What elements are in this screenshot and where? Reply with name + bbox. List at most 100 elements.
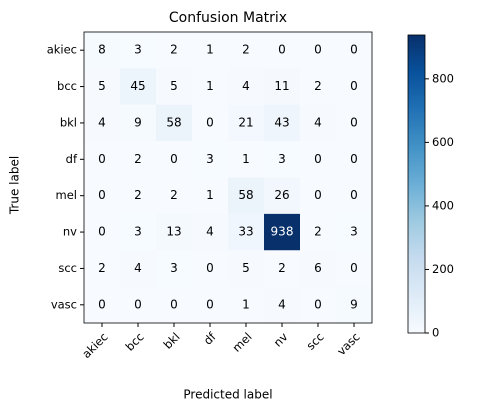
plot-frame bbox=[83, 31, 373, 324]
cell bbox=[192, 177, 229, 215]
cell-label: 2 bbox=[314, 79, 322, 93]
cell-label: 58 bbox=[238, 188, 253, 202]
cell bbox=[264, 141, 301, 178]
cell-label: 3 bbox=[134, 225, 142, 239]
cell-label: 1 bbox=[206, 43, 214, 57]
cell-label: 8 bbox=[98, 43, 106, 57]
cell-label: 33 bbox=[238, 225, 253, 239]
y-axis-label: True label bbox=[8, 156, 22, 215]
cell bbox=[300, 213, 337, 251]
cell-label: 3 bbox=[278, 152, 286, 166]
y-tick-label: df bbox=[66, 152, 78, 166]
colorbar-tick-label: 800 bbox=[432, 71, 454, 85]
cell-label: 4 bbox=[314, 115, 322, 129]
cell-label: 45 bbox=[130, 79, 145, 93]
cell bbox=[120, 32, 157, 69]
cell-label: 2 bbox=[242, 43, 250, 57]
cell bbox=[84, 213, 121, 251]
cell bbox=[228, 68, 265, 106]
cell bbox=[228, 213, 265, 251]
cell bbox=[228, 32, 265, 69]
y-tick-label: bkl bbox=[60, 115, 77, 129]
cell-label: 0 bbox=[350, 188, 358, 202]
cell bbox=[156, 250, 193, 287]
cell-label: 5 bbox=[242, 261, 250, 275]
cell-label: 0 bbox=[98, 225, 106, 239]
cell bbox=[264, 32, 301, 69]
cell bbox=[84, 32, 121, 69]
y-tick-label: mel bbox=[56, 188, 77, 202]
cell bbox=[300, 68, 337, 106]
cell-label: 5 bbox=[98, 79, 106, 93]
cell bbox=[156, 141, 193, 178]
cell-label: 0 bbox=[206, 297, 214, 311]
cell-label: 4 bbox=[278, 297, 286, 311]
cell-label: 0 bbox=[350, 261, 358, 275]
chart-title: Confusion Matrix bbox=[169, 10, 287, 26]
cell-label: 2 bbox=[134, 152, 142, 166]
cell bbox=[84, 141, 121, 178]
cell bbox=[120, 213, 157, 251]
cell-label: 0 bbox=[170, 297, 178, 311]
cell bbox=[84, 250, 121, 287]
cell-label: 2 bbox=[278, 261, 286, 275]
cell-label: 0 bbox=[350, 43, 358, 57]
cell bbox=[192, 286, 229, 324]
colorbar-tick-label: 200 bbox=[432, 262, 454, 276]
cell-label: 2 bbox=[134, 188, 142, 202]
cell-label: 0 bbox=[98, 152, 106, 166]
cell-label: 0 bbox=[350, 115, 358, 129]
cell bbox=[192, 141, 229, 178]
cell-label: 5 bbox=[170, 79, 178, 93]
cell bbox=[300, 141, 337, 178]
cell bbox=[84, 177, 121, 215]
cell bbox=[300, 177, 337, 215]
cell-label: 0 bbox=[314, 188, 322, 202]
x-axis-label: Predicted label bbox=[183, 388, 272, 402]
y-tick-label: akiec bbox=[47, 43, 77, 57]
cell-label: 0 bbox=[98, 297, 106, 311]
cell-label: 0 bbox=[350, 152, 358, 166]
cell bbox=[192, 213, 229, 251]
cell bbox=[228, 177, 265, 215]
cell bbox=[336, 32, 373, 69]
cell bbox=[192, 32, 229, 69]
cell bbox=[336, 141, 373, 178]
cell bbox=[84, 104, 121, 142]
cell-label: 1 bbox=[206, 188, 214, 202]
x-tick-label: df bbox=[201, 329, 220, 348]
cell-label: 21 bbox=[238, 115, 253, 129]
cell bbox=[84, 68, 121, 106]
cell bbox=[228, 286, 265, 324]
cell-label: 4 bbox=[242, 79, 250, 93]
cell bbox=[228, 104, 265, 142]
cell bbox=[120, 286, 157, 324]
cell-label: 0 bbox=[134, 297, 142, 311]
colorbar-tick-label: 400 bbox=[432, 198, 454, 212]
cell bbox=[228, 250, 265, 287]
cell bbox=[84, 286, 121, 324]
cell bbox=[120, 177, 157, 215]
cell bbox=[300, 32, 337, 69]
x-tick-label: akiec bbox=[79, 330, 110, 361]
cell-label: 2 bbox=[98, 261, 106, 275]
cell-label: 26 bbox=[274, 188, 289, 202]
cell-label: 1 bbox=[206, 79, 214, 93]
cell bbox=[336, 213, 373, 251]
cell bbox=[192, 250, 229, 287]
cell bbox=[336, 286, 373, 324]
cell-label: 0 bbox=[206, 261, 214, 275]
cell-label: 2 bbox=[170, 43, 178, 57]
cell bbox=[336, 104, 373, 142]
cell-label: 0 bbox=[350, 79, 358, 93]
y-tick-label: vasc bbox=[51, 297, 77, 311]
colorbar-tick-label: 600 bbox=[432, 135, 454, 149]
cell bbox=[300, 104, 337, 142]
x-tick-label: bkl bbox=[161, 330, 183, 352]
x-tick-label: nv bbox=[271, 330, 291, 350]
cell bbox=[336, 68, 373, 106]
cell-label: 0 bbox=[98, 188, 106, 202]
colorbar bbox=[407, 34, 426, 334]
y-tick-label: nv bbox=[63, 225, 77, 239]
